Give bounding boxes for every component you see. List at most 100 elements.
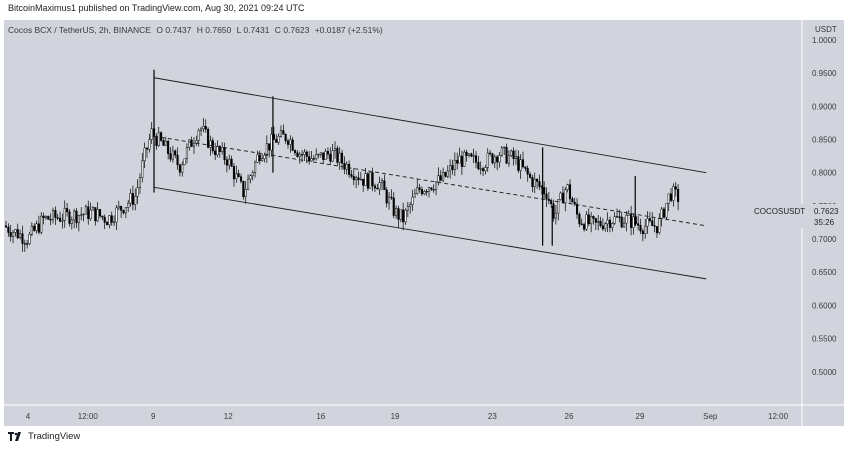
candle-body	[420, 189, 423, 195]
candle-body	[315, 154, 318, 160]
candle-body	[190, 139, 193, 147]
candle-body	[134, 196, 137, 205]
time-tick-label: 19	[391, 412, 400, 421]
candle-body	[319, 152, 322, 155]
candle-body	[249, 175, 252, 180]
candle-body	[677, 189, 680, 202]
candle-body	[625, 214, 628, 224]
candle-body	[630, 213, 633, 228]
candle-body	[181, 164, 184, 173]
price-tick-label: 0.8000	[812, 169, 837, 178]
time-tick-label: 12	[224, 412, 233, 421]
candle-body	[341, 152, 344, 164]
candle-body	[449, 165, 452, 172]
legend-symbol: Cocos BCX / TetherUS, 2h, BINANCE	[8, 25, 151, 35]
candle-body	[296, 152, 299, 157]
candle-body	[357, 177, 360, 181]
time-tick-label: 12:00	[768, 412, 789, 421]
candle-body	[601, 225, 604, 230]
candle-body	[637, 223, 640, 226]
candle-body	[362, 178, 365, 186]
candle-body	[120, 206, 123, 211]
candle-body	[580, 223, 583, 225]
candle-body	[94, 207, 97, 222]
candle-body	[61, 220, 64, 222]
candle-body	[416, 187, 419, 195]
candle-body	[482, 168, 485, 172]
price-tick-label: 1.0000	[812, 36, 837, 45]
price-chart[interactable]: 1.00000.95000.90000.85000.80000.75000.70…	[4, 20, 844, 426]
legend-high-label: H	[197, 25, 203, 35]
candle-body	[632, 216, 635, 228]
candle-body	[505, 146, 508, 164]
candle-body	[423, 191, 426, 195]
candle-body	[209, 140, 212, 148]
candle-body	[390, 196, 393, 199]
legend-open: 0.7437	[165, 25, 191, 35]
candle-body	[127, 202, 130, 208]
legend-close-label: C	[275, 25, 281, 35]
candle-body	[98, 209, 102, 217]
time-tick-label: 9	[151, 412, 156, 421]
candle-body	[80, 214, 83, 216]
candle-body	[254, 161, 257, 173]
candle-body	[87, 206, 90, 219]
candle-body	[425, 191, 428, 193]
candle-body	[214, 150, 217, 156]
last-price-symbol: COCOSUSDT	[754, 207, 805, 216]
candle-body	[383, 180, 386, 191]
price-tick-label: 0.9500	[812, 69, 837, 78]
candle-body	[176, 154, 179, 166]
candle-body	[178, 164, 181, 173]
candle-body	[458, 155, 461, 164]
candle-body	[397, 208, 400, 220]
candle-body	[456, 159, 459, 164]
legend-low-label: L	[237, 25, 242, 35]
price-tick-label: 0.8500	[812, 135, 837, 144]
candle-body	[143, 147, 146, 162]
candle-body	[40, 215, 43, 233]
candle-body	[670, 193, 673, 201]
candle-body	[338, 152, 341, 163]
candle-body	[298, 154, 301, 157]
candle-body	[59, 217, 62, 222]
candle-body	[169, 153, 172, 160]
candle-body	[366, 173, 369, 189]
candle-body	[486, 152, 489, 168]
candle-body	[479, 168, 482, 170]
candle-body	[453, 159, 456, 170]
candle-body	[559, 192, 562, 200]
candle-body	[578, 213, 581, 225]
candle-body	[148, 139, 151, 150]
candle-body	[129, 193, 132, 204]
candle-body	[108, 215, 111, 226]
candle-body	[49, 219, 52, 221]
chart-area[interactable]: 1.00000.95000.90000.85000.80000.75000.70…	[4, 20, 844, 426]
candle-body	[674, 186, 677, 190]
channel-lower-line	[153, 186, 707, 280]
candle-body	[568, 184, 572, 200]
time-tick-label: Sep	[703, 412, 718, 421]
candle-body	[470, 153, 473, 157]
last-price-value: 0.7623	[814, 207, 839, 216]
candle-body	[430, 187, 433, 190]
candle-body	[418, 187, 421, 190]
candle-body	[503, 146, 506, 149]
candle-body	[467, 153, 470, 156]
candle-body	[251, 172, 254, 176]
legend-high: 0.7650	[205, 25, 231, 35]
candle-body	[44, 216, 48, 219]
candle-body	[150, 128, 153, 140]
candle-body	[4, 225, 8, 228]
candle-body	[651, 220, 654, 226]
candle-body	[207, 128, 210, 148]
candle-body	[477, 161, 480, 170]
candle-body	[615, 216, 619, 218]
candle-body	[117, 206, 120, 209]
candle-body	[653, 225, 656, 227]
candle-body	[395, 208, 398, 216]
candle-body	[590, 216, 593, 225]
candle-body	[155, 136, 158, 146]
time-axis-ticks: 4 12:00 9 12 16 19 23 26 29 Sep 12:00	[26, 412, 789, 421]
candle-body	[185, 147, 188, 160]
